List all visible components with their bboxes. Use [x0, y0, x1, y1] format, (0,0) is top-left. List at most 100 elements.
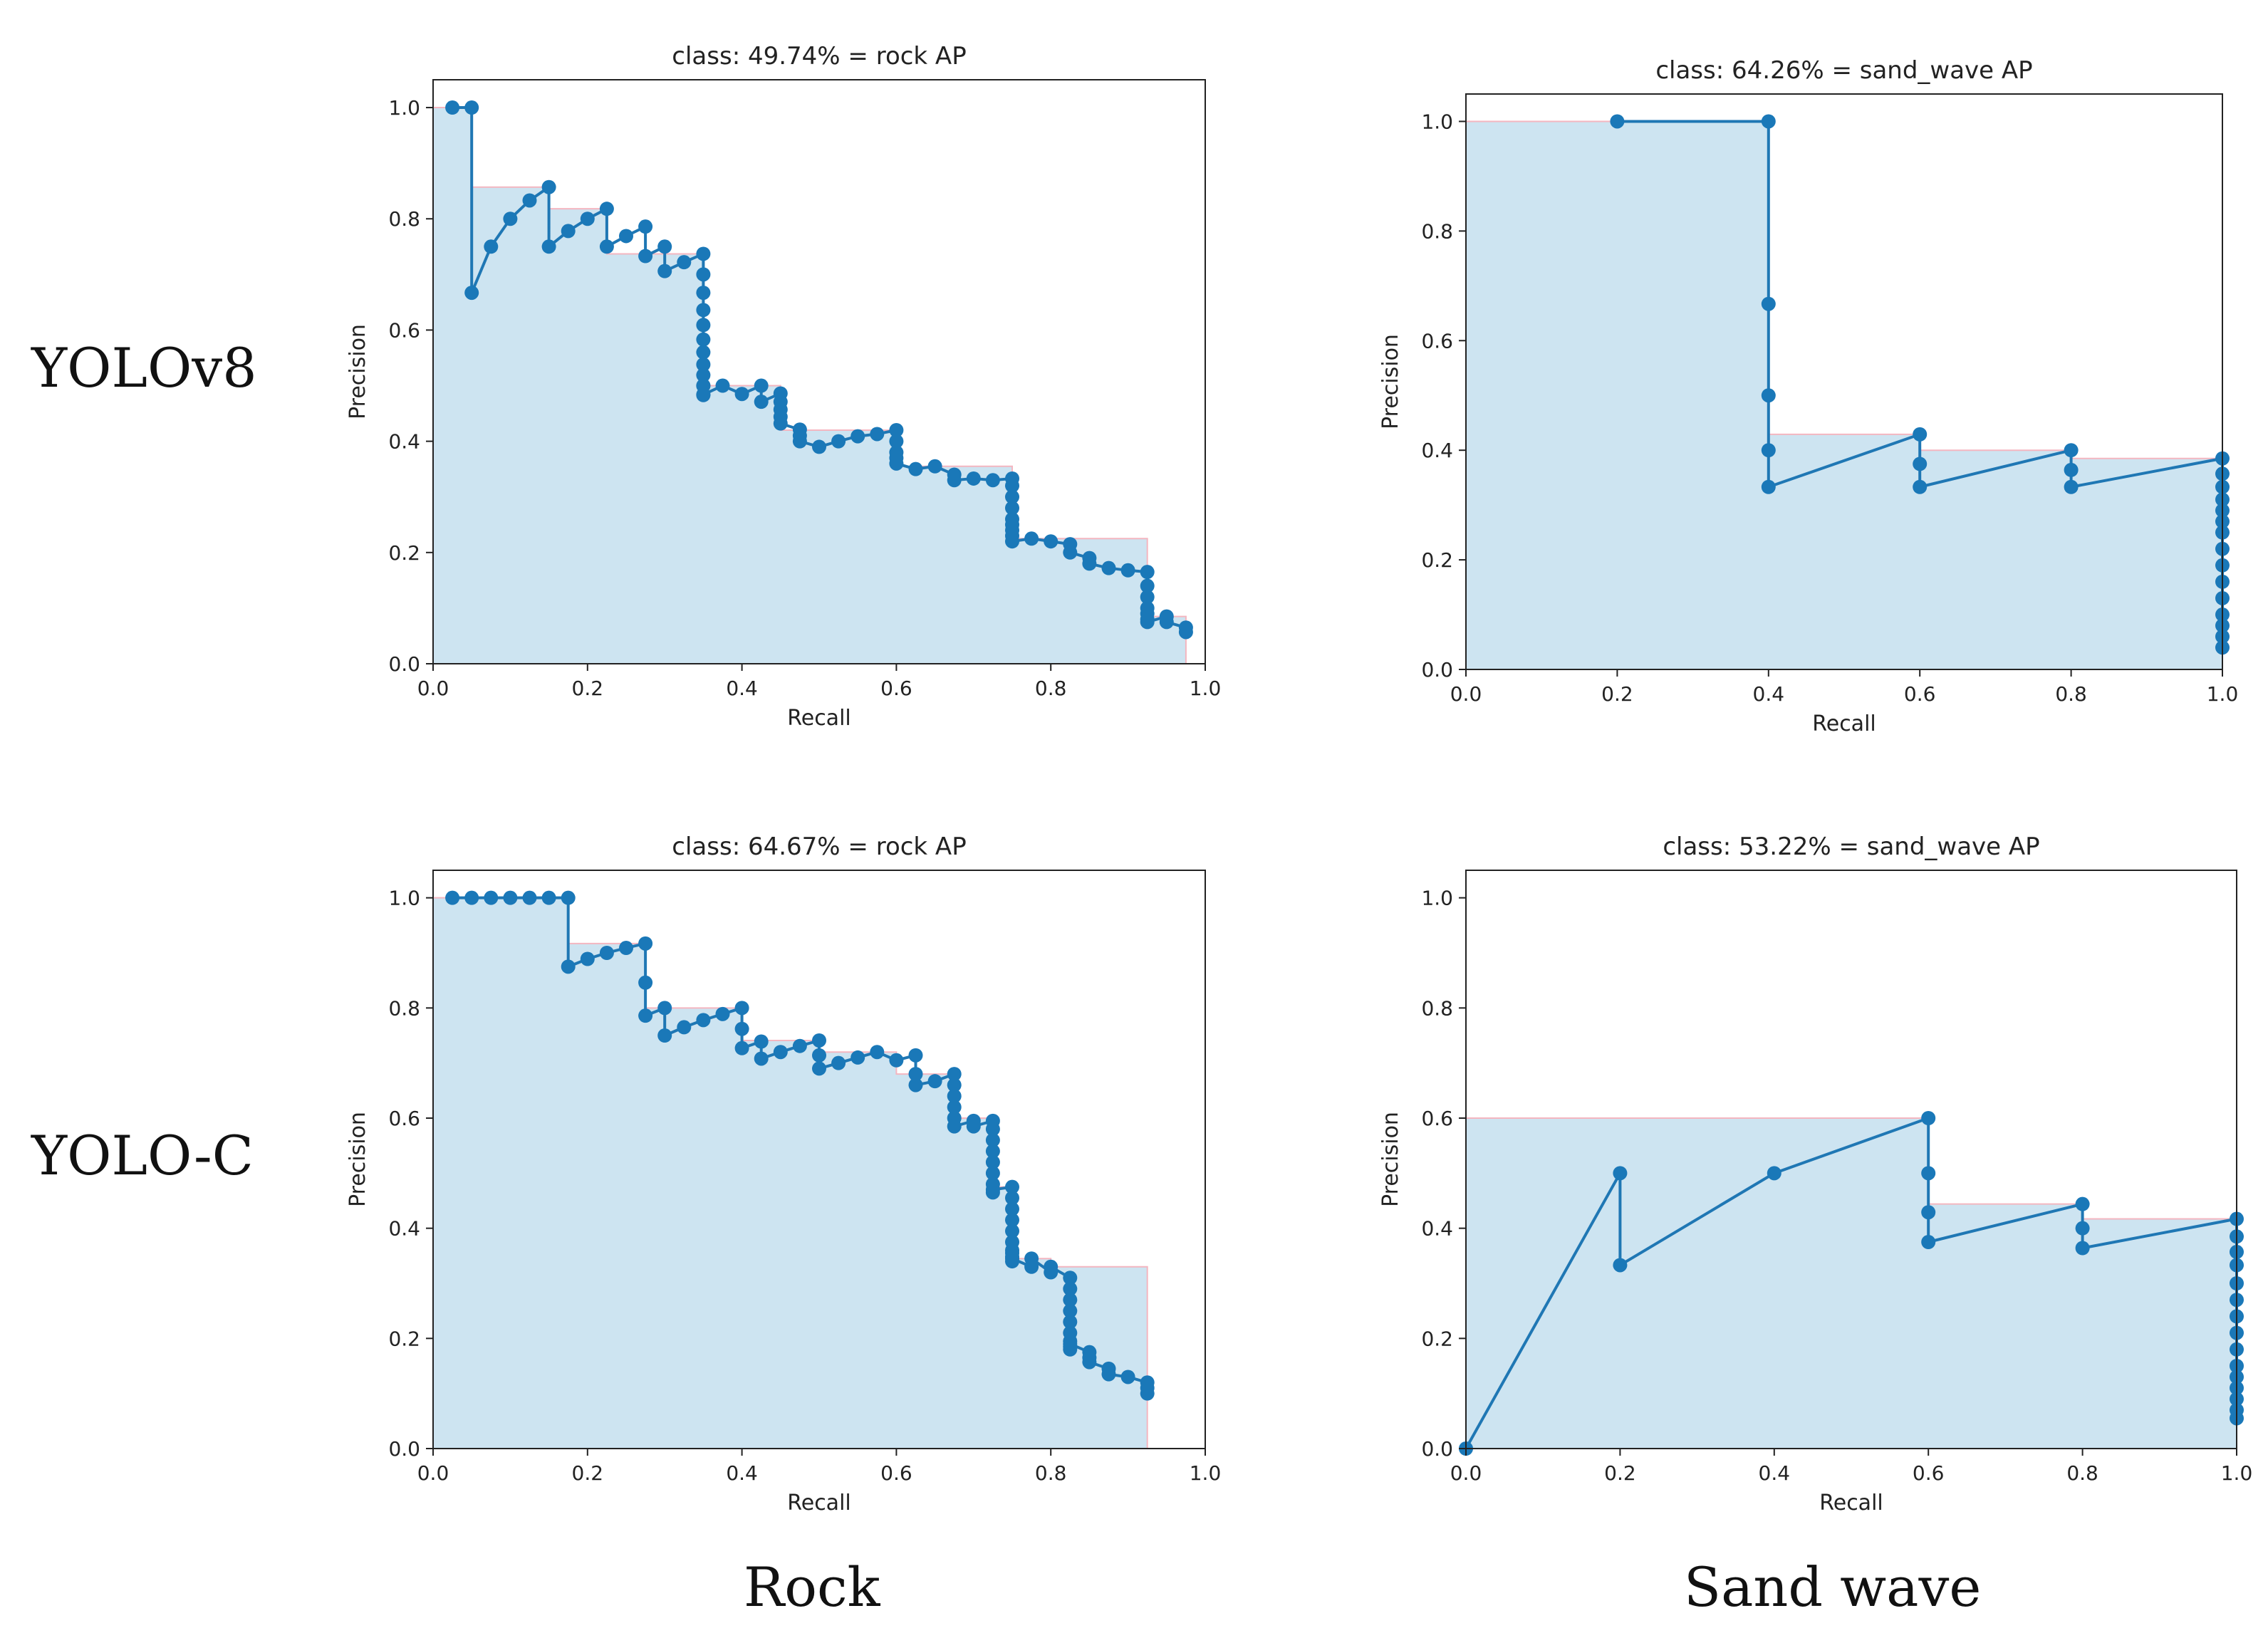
data-point [908, 1078, 923, 1092]
chart-yolo-c-rock: class: 64.67% = rock AP 0.0 0.2 0.4 0.6 0.8 1.… [335, 819, 1221, 1531]
data-point [985, 1132, 1000, 1147]
x-axis-label: Recall [1819, 1491, 1883, 1516]
data-point [484, 239, 499, 254]
data-point [1082, 1355, 1097, 1370]
data-point [696, 1013, 711, 1028]
x-tick-label: 0.2 [572, 1461, 604, 1485]
data-point [599, 202, 614, 217]
data-point [792, 434, 807, 449]
y-tick-label: 0.0 [1421, 1437, 1453, 1461]
row-label-yolov8: YOLOv8 [31, 336, 257, 400]
plot-frame [1465, 870, 2237, 1449]
data-point [522, 890, 537, 905]
data-point [445, 100, 460, 115]
y-tick-label: 0.0 [388, 1437, 420, 1461]
x-tick-label: 0.0 [1450, 682, 1482, 706]
data-point [657, 1028, 672, 1043]
data-point [1005, 501, 1019, 516]
data-point [696, 303, 711, 318]
data-point [754, 1051, 769, 1066]
data-point [1024, 1251, 1039, 1266]
x-tick-label: 0.4 [726, 1461, 758, 1485]
data-point [1921, 1235, 1936, 1249]
data-point [985, 1166, 1000, 1181]
data-point [1761, 443, 1776, 458]
data-point [792, 1038, 807, 1053]
data-point [947, 473, 962, 488]
x-tick-label: 0.2 [1604, 1461, 1636, 1485]
data-point [1159, 615, 1174, 630]
data-point [908, 1048, 923, 1063]
data-point [1613, 1258, 1628, 1273]
data-point [927, 459, 942, 474]
data-point [445, 890, 460, 905]
x-tick-label: 0.4 [1753, 682, 1785, 706]
data-point [1063, 1337, 1078, 1352]
x-tick-label: 0.8 [2055, 682, 2087, 706]
data-point [985, 1154, 1000, 1169]
data-point [985, 1122, 1000, 1137]
data-point [677, 255, 692, 270]
data-point [1082, 556, 1097, 571]
data-point [754, 395, 769, 410]
data-point [1140, 1386, 1155, 1401]
data-point [2075, 1196, 2090, 1211]
data-point [734, 1040, 749, 1055]
chart-yolo-c-sand-wave: class: 53.22% = sand_wave AP 0.0 0.2 0.4 0.6… [1368, 819, 2253, 1531]
data-point [870, 427, 885, 442]
chart-yolov8-rock: class: 49.74% = rock AP 0.0 0.2 0.4 0.6 0.8 1.… [335, 28, 1221, 741]
data-point [908, 461, 923, 476]
data-point [966, 471, 981, 486]
y-tick-label: 0.8 [388, 996, 420, 1020]
data-point [599, 239, 614, 254]
data-point [1140, 590, 1155, 605]
data-point [696, 387, 711, 402]
chart-title: class: 64.67% = rock AP [672, 833, 966, 861]
y-tick-label: 0.8 [388, 207, 420, 231]
y-tick-label: 1.0 [1421, 110, 1453, 133]
x-tick-label: 1.0 [1190, 1461, 1222, 1485]
chart-svg: class: 49.74% = rock AP 0.0 0.2 0.4 0.6 0.8 1.… [345, 42, 1221, 731]
x-tick-label: 0.2 [1601, 682, 1633, 706]
data-point [734, 387, 749, 402]
data-point [773, 416, 788, 431]
x-tick-label: 0.4 [726, 677, 758, 700]
y-axis-label: Precision [345, 324, 370, 419]
area-under-curve [1466, 121, 2222, 669]
data-point [484, 890, 499, 905]
data-point [1044, 534, 1058, 549]
chart-yolov8-sand-wave: class: 64.26% = sand_wave AP 0.0 0.2 0.4 0.6… [1368, 43, 2251, 741]
data-point [1913, 457, 1928, 471]
data-point [1761, 296, 1776, 311]
x-tick-label: 0.6 [1913, 1461, 1945, 1485]
data-point [812, 1061, 826, 1076]
data-point [638, 936, 653, 951]
x-tick-label: 0.8 [2066, 1461, 2098, 1485]
data-point [1063, 1293, 1078, 1308]
plot-frame [432, 870, 1206, 1449]
data-point [2075, 1221, 2090, 1236]
chart-svg: class: 64.67% = rock AP 0.0 0.2 0.4 0.6 0.8 1.… [345, 833, 1221, 1516]
data-point [754, 1034, 769, 1049]
data-point [1005, 1179, 1019, 1194]
x-tick-label: 1.0 [2221, 1461, 2253, 1485]
x-tick-label: 0.0 [1450, 1461, 1482, 1485]
data-point [1005, 1224, 1019, 1238]
data-point [696, 332, 711, 347]
data-point [831, 434, 846, 449]
data-point [1005, 1191, 1019, 1206]
data-point [1140, 615, 1155, 630]
data-point [927, 1074, 942, 1089]
x-tick-label: 0.2 [572, 677, 604, 700]
area-under-curve [1466, 1118, 2237, 1449]
data-point [1005, 534, 1019, 549]
data-point [947, 1100, 962, 1115]
data-point [657, 264, 672, 278]
data-point [985, 473, 1000, 488]
data-point [870, 1045, 885, 1060]
data-point [696, 367, 711, 382]
data-point [1140, 565, 1155, 580]
data-point [541, 890, 556, 905]
data-point [696, 345, 711, 360]
column-label-rock: Rock [744, 1555, 880, 1619]
